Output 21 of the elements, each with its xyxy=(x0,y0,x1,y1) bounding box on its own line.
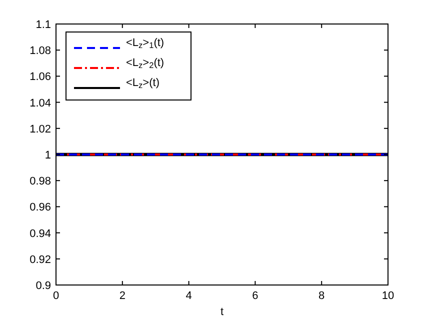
x-tick-label: 8 xyxy=(318,290,325,302)
y-tick-label: 0.96 xyxy=(30,202,51,214)
y-tick-label: 1.08 xyxy=(30,45,51,58)
x-tick-label: 10 xyxy=(382,290,394,302)
x-tick-label: 6 xyxy=(252,290,258,302)
y-tick-label: 0.98 xyxy=(30,176,51,188)
y-tick-label: 1.04 xyxy=(30,97,51,110)
x-tick-label: 4 xyxy=(186,290,192,302)
legend-label: <L$_{z}$>(t) xyxy=(126,77,160,90)
y-tick-label: 0.9 xyxy=(36,280,51,292)
x-axis-title: t xyxy=(220,306,224,318)
y-tick-label: 1 xyxy=(44,150,51,162)
x-tick-label: 0 xyxy=(52,290,60,302)
x-tick-label: 2 xyxy=(119,290,126,302)
y-tick-label: 0.94 xyxy=(30,228,51,240)
legend-label: <L$_{z}$>$_{2}$(t) xyxy=(126,57,164,70)
legend-label: <L$_{z}$>$_{1}$(t) xyxy=(126,37,164,50)
y-tick-label: 1.02 xyxy=(30,123,51,136)
y-tick-label: 0.92 xyxy=(30,254,51,266)
y-tick-label: 1.1 xyxy=(36,19,51,31)
y-tick-label: 1.06 xyxy=(30,71,51,84)
